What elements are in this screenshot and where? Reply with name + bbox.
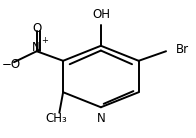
Text: CH₃: CH₃	[46, 112, 67, 125]
Text: −O: −O	[2, 58, 21, 71]
Text: OH: OH	[92, 8, 110, 21]
Text: +: +	[42, 36, 48, 46]
Text: N: N	[96, 112, 105, 125]
Text: Br: Br	[175, 43, 189, 56]
Text: O: O	[32, 22, 41, 34]
Text: N: N	[32, 41, 40, 54]
